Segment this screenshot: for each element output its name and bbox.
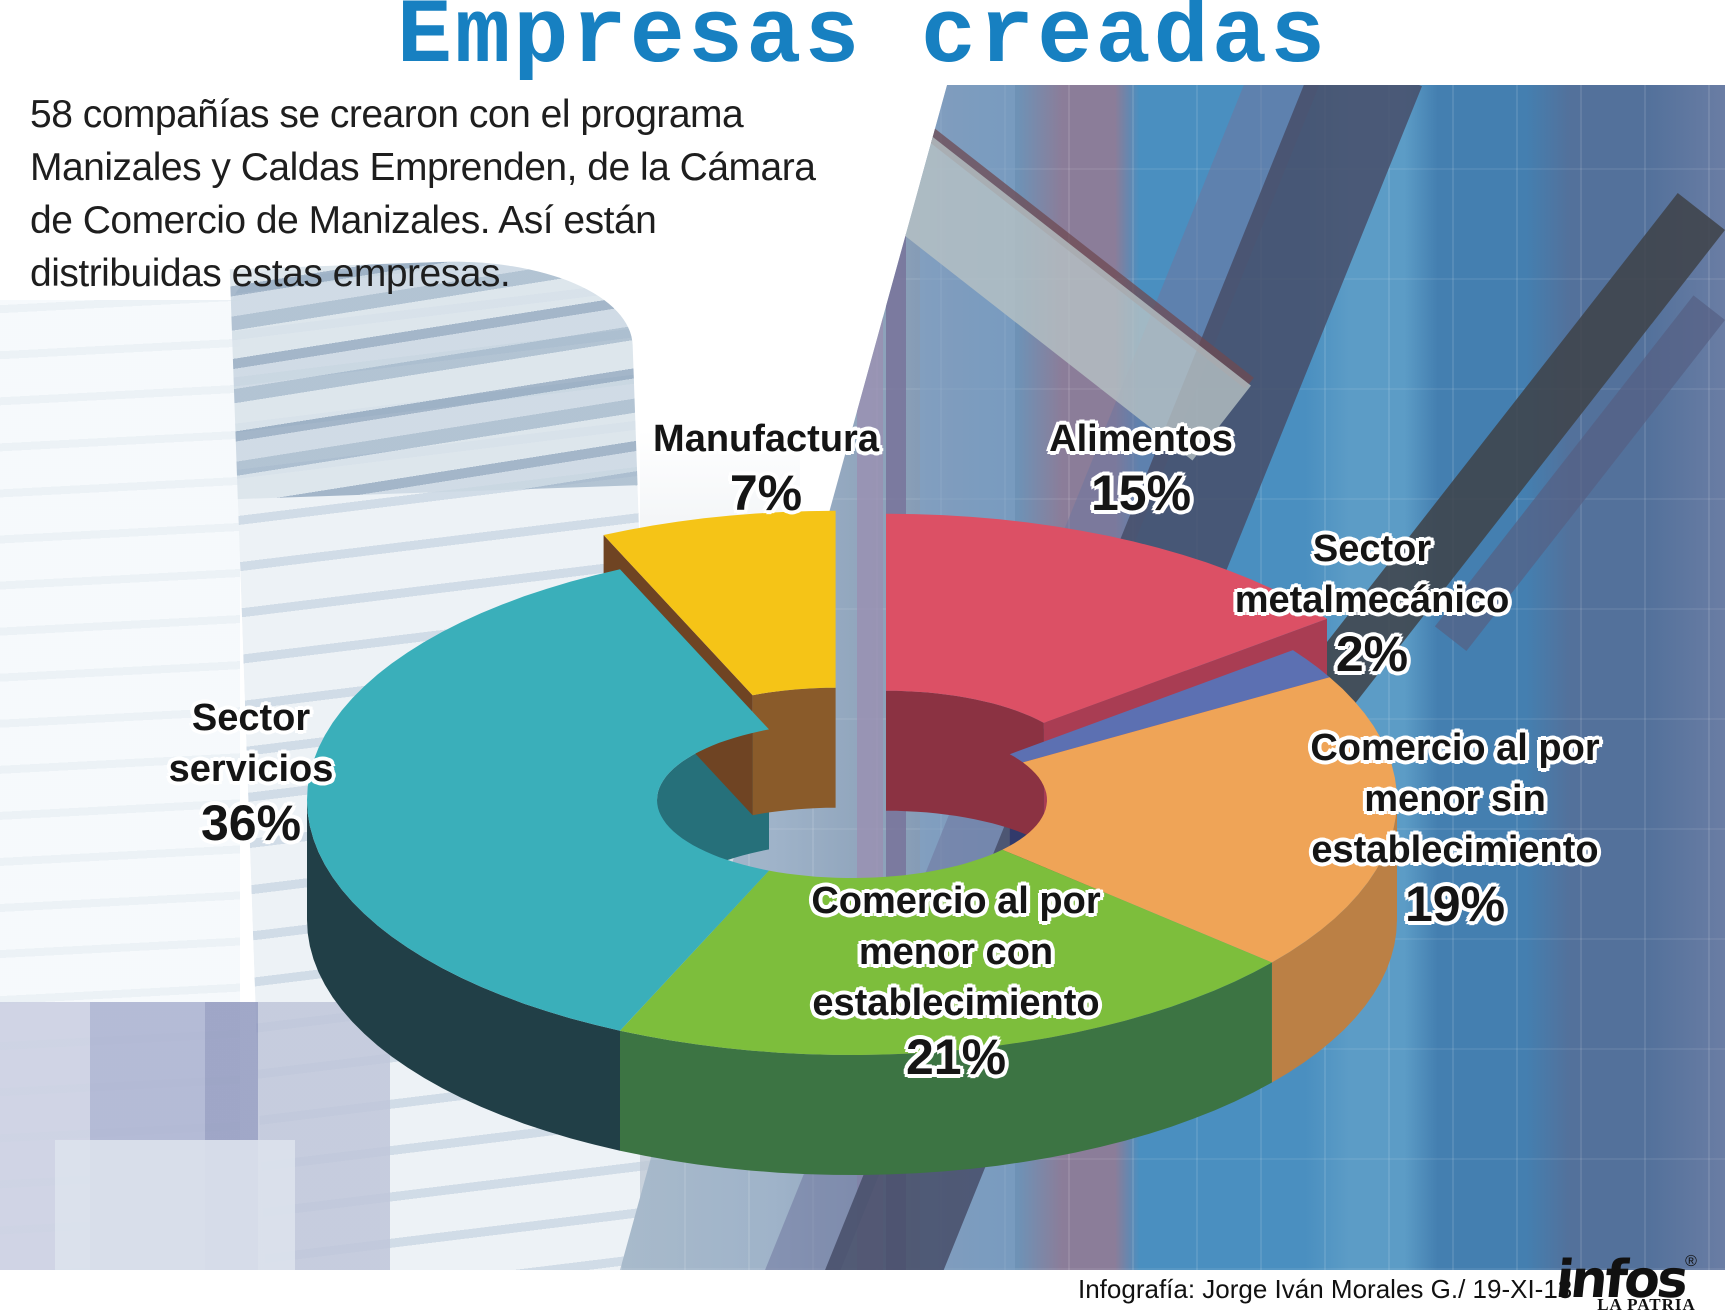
footer-band: [0, 1270, 1725, 1314]
outer-wall-3: [620, 962, 1272, 1175]
slice-percent: 21%: [905, 1029, 1007, 1085]
label-metalmecanico: Sector metalmecánico 2%: [1235, 524, 1510, 682]
slice-name: Alimentos: [1049, 418, 1233, 460]
label-comercio-con: Comercio al por menor con establecimient…: [811, 876, 1100, 1085]
slice-name: metalmecánico: [1234, 579, 1510, 621]
slice-name: establecimiento: [812, 982, 1100, 1024]
label-comercio-sin: Comercio al por menor sin establecimient…: [1310, 723, 1599, 932]
outer-wall-4: [307, 800, 620, 1151]
credit-line: Infografía: Jorge Iván Morales G./ 19-XI…: [1078, 1274, 1573, 1304]
registered-mark-icon: ®: [1685, 1253, 1697, 1270]
slice-name: menor sin: [1364, 778, 1546, 820]
label-alimentos: Alimentos 15%: [1049, 414, 1233, 521]
slice-percent: 2%: [1335, 626, 1409, 682]
slice-name: Comercio al por: [1310, 727, 1600, 769]
logo-tagline: LA PATRIA: [1597, 1295, 1696, 1314]
slice-name: Comercio al por: [811, 880, 1101, 922]
intro-line: de Comercio de Manizales. Así están: [30, 199, 657, 242]
pie-slice-top-5: [603, 510, 836, 696]
page-title: Empresas creadas: [396, 0, 1329, 89]
inner-wall-5: [752, 687, 836, 816]
slice-percent: 19%: [1404, 876, 1506, 932]
outer-wall-2: [1271, 800, 1397, 1083]
slice-name: establecimiento: [1311, 829, 1599, 871]
pie-slice-top-4: [307, 569, 769, 1031]
logo-wordmark: infos: [1552, 1250, 1689, 1310]
pie-slice-top-0: [886, 513, 1327, 723]
pie-slice-top-2: [1002, 677, 1397, 963]
slice-percent: 36%: [200, 795, 302, 851]
label-servicios: Sector servicios 36%: [169, 693, 334, 851]
intro-text: 58 compañías se crearon con el programa …: [30, 88, 816, 300]
intro-line: distribuidas estas empresas.: [30, 252, 511, 295]
pie-slice-top-3: [620, 849, 1272, 1055]
slice-name: menor con: [858, 931, 1054, 973]
slice-name: servicios: [168, 748, 334, 790]
pie-slice-top-1: [1009, 650, 1330, 763]
slice-name: Sector: [1312, 528, 1432, 570]
inner-wall-0: [886, 690, 1044, 843]
slice-percent: 15%: [1090, 465, 1192, 521]
intro-line: Manizales y Caldas Emprenden, de la Cáma…: [30, 146, 816, 189]
slice-percent: 7%: [729, 465, 803, 521]
infos-la-patria-logo: infos® LA PATRIA: [1552, 1250, 1697, 1314]
label-manufactura: Manufactura 7%: [653, 414, 879, 521]
background-buildings-bottom-left-2: [55, 1140, 295, 1270]
slice-name: Sector: [191, 697, 311, 739]
slice-name: Manufactura: [653, 418, 879, 460]
intro-line: 58 compañías se crearon con el programa: [30, 93, 744, 136]
